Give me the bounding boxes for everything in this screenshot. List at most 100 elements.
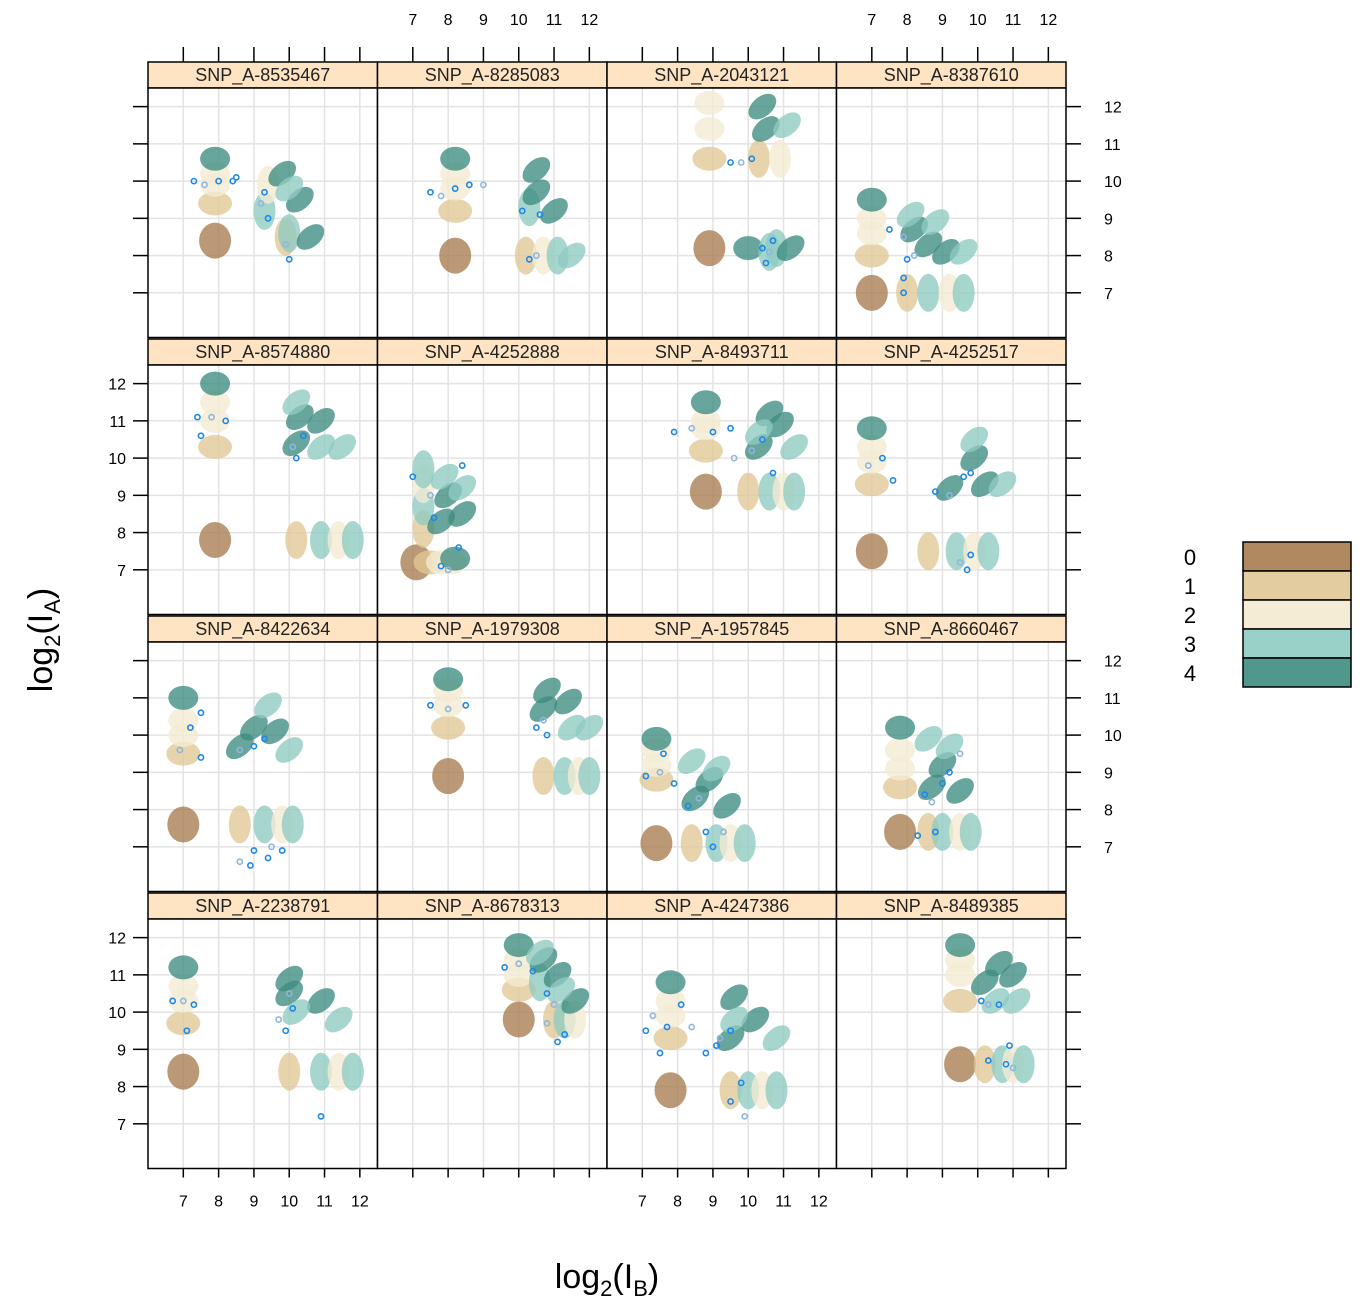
- cluster-ellipse: [737, 472, 760, 511]
- data-point: [501, 964, 509, 971]
- cluster-ellipse: [884, 813, 917, 850]
- cluster-ellipse: [896, 273, 919, 312]
- legend-label: 4: [1184, 661, 1196, 686]
- cluster-ellipse: [885, 715, 916, 740]
- x-tick-label-bottom: 8: [214, 1194, 223, 1211]
- data-point: [275, 1016, 283, 1023]
- cluster-ellipse: [855, 533, 888, 570]
- cluster-ellipse: [275, 965, 304, 992]
- panel: SNP_A-8422634: [147, 615, 379, 893]
- panel-strip: [835, 338, 1067, 366]
- panel: SNP_A-8493711: [606, 338, 838, 616]
- panel-strip: [606, 61, 838, 89]
- panel-background: [377, 919, 607, 1169]
- cluster-ellipse: [973, 1045, 996, 1084]
- data-point: [977, 997, 985, 1005]
- legend-swatch: [1242, 599, 1352, 630]
- cluster-ellipse: [776, 235, 805, 261]
- data-point: [649, 1012, 657, 1020]
- panel-marks: [692, 90, 805, 271]
- y-tick-label-left: 10: [108, 1005, 126, 1022]
- cluster-ellipse: [228, 805, 251, 844]
- cluster-ellipse: [254, 692, 282, 719]
- cluster-ellipse: [324, 1006, 353, 1033]
- cluster-ellipse: [690, 390, 721, 415]
- data-point: [921, 791, 929, 799]
- x-tick-label-bottom: 10: [280, 1194, 298, 1211]
- data-point: [232, 173, 240, 181]
- cluster-ellipse: [198, 434, 233, 459]
- data-point: [903, 255, 911, 263]
- data-point: [642, 1027, 650, 1035]
- data-point: [730, 454, 738, 462]
- data-point: [886, 226, 893, 233]
- legend-swatch: [1242, 657, 1352, 688]
- data-point: [688, 1023, 696, 1031]
- cluster-ellipse: [532, 757, 555, 796]
- cluster-ellipse: [431, 715, 466, 740]
- data-point: [444, 566, 452, 574]
- data-point: [215, 177, 223, 185]
- panel-marks: [166, 685, 304, 869]
- cluster-ellipse: [693, 230, 726, 267]
- data-point: [292, 454, 300, 462]
- panel: SNP_A-8574880: [147, 338, 379, 616]
- panel-marks: [639, 726, 756, 863]
- data-point: [540, 716, 547, 724]
- panel: SNP_A-8285083: [376, 61, 608, 339]
- data-point: [889, 477, 897, 484]
- data-point: [480, 181, 487, 189]
- data-point: [197, 754, 205, 761]
- x-tick-label-top: 12: [1039, 12, 1057, 29]
- x-tick-label-bottom: 7: [638, 1194, 647, 1211]
- panel-title: SNP_A-8535467: [195, 65, 330, 86]
- cluster-ellipse: [655, 988, 686, 1013]
- cluster-ellipse: [935, 733, 964, 760]
- data-point: [437, 562, 445, 570]
- cluster-ellipse: [762, 1025, 791, 1051]
- cluster-ellipse: [720, 1006, 748, 1033]
- panel-border: [835, 641, 1067, 893]
- data-point: [282, 241, 290, 248]
- y-tick-label-right: 10: [1104, 174, 1122, 191]
- data-point: [201, 181, 208, 189]
- data-point: [179, 997, 187, 1005]
- y-tick-label-left: 9: [117, 488, 126, 505]
- data-point: [236, 858, 244, 866]
- cluster-ellipse: [285, 521, 308, 560]
- cluster-ellipse: [502, 1001, 535, 1038]
- data-point: [427, 701, 434, 709]
- y-tick-label-left: 12: [108, 377, 126, 394]
- cluster-ellipse: [690, 408, 721, 433]
- cluster-ellipse: [167, 1053, 200, 1090]
- cluster-ellipse: [448, 475, 477, 501]
- svg-text:log2(IB): log2(IB): [555, 1258, 659, 1301]
- panel-title: SNP_A-4252888: [425, 342, 560, 363]
- data-point: [984, 1057, 992, 1064]
- panel-title: SNP_A-8489385: [884, 896, 1019, 917]
- data-point: [960, 473, 968, 481]
- cluster-ellipse: [1012, 1045, 1035, 1084]
- cluster-ellipse: [999, 962, 1027, 988]
- panel-grid: SNP_A-8535467 SNP_A-8285083 SNP_A-2043121 S…: [147, 61, 1067, 1170]
- data-point: [762, 259, 770, 267]
- x-tick-label-top: 12: [580, 12, 598, 29]
- y-tick-label-right: 12: [1104, 654, 1122, 671]
- data-point: [748, 155, 756, 163]
- cluster-ellipse: [307, 434, 335, 460]
- cluster-ellipse: [854, 472, 889, 497]
- data-point: [458, 462, 466, 469]
- cluster-ellipse: [694, 116, 725, 141]
- x-tick-label-top: 8: [903, 12, 912, 29]
- cluster-ellipse: [522, 179, 551, 206]
- cluster-ellipse: [959, 812, 982, 851]
- data-point: [900, 274, 907, 282]
- cluster-ellipse: [988, 471, 1017, 497]
- cluster-ellipse: [438, 198, 473, 223]
- cluster-ellipse: [769, 139, 792, 178]
- cluster-ellipse: [741, 1006, 770, 1033]
- panel-strip: [376, 615, 608, 643]
- data-point: [702, 1049, 710, 1057]
- x-title-base: log: [555, 1258, 600, 1296]
- data-point: [758, 244, 766, 252]
